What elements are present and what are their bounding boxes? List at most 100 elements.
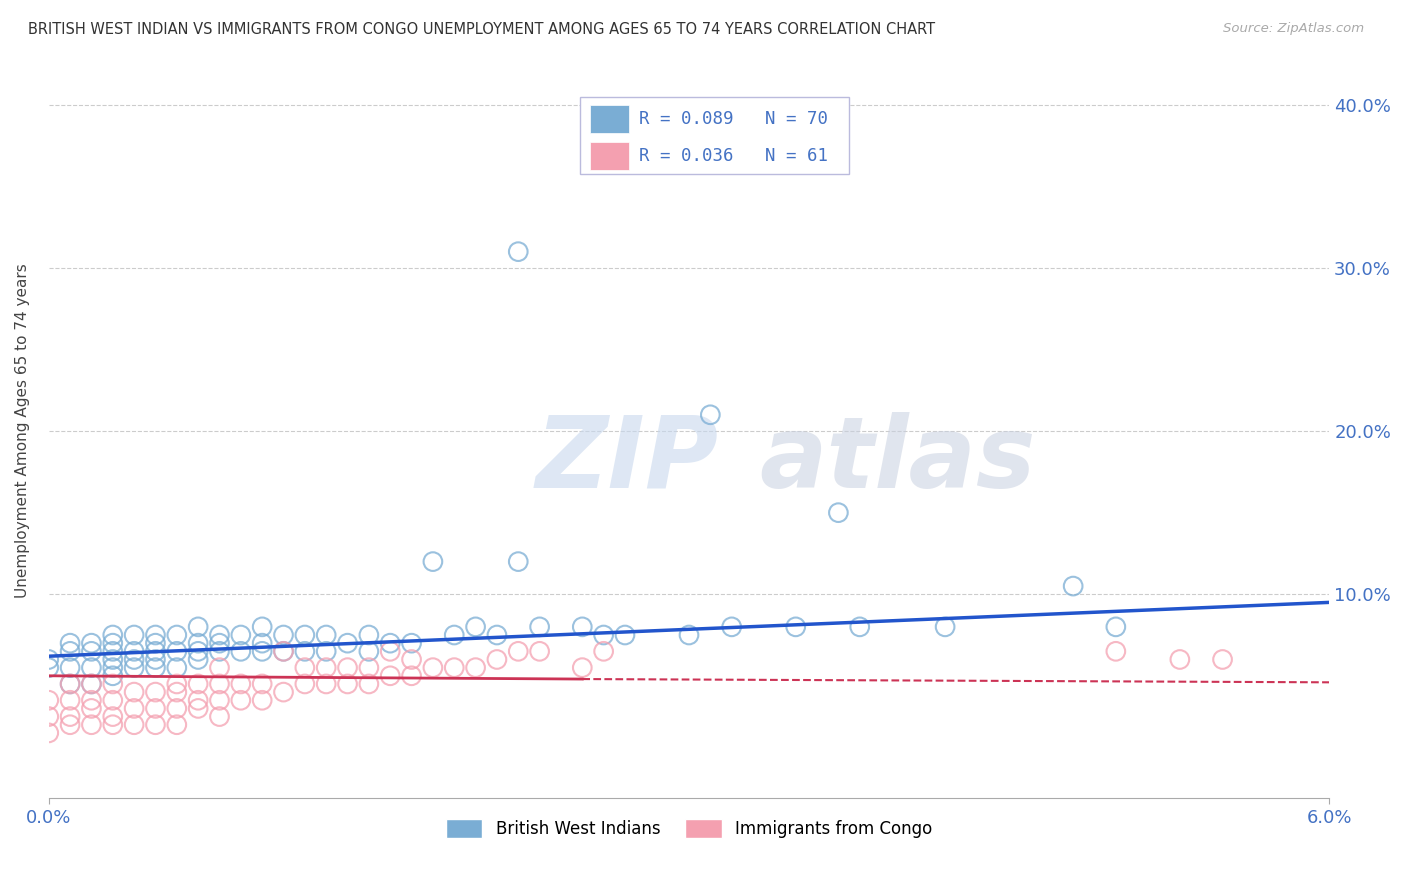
Point [187,701,209,715]
Point [38,726,60,740]
Point [122,685,145,699]
Point [443,628,465,642]
Text: BRITISH WEST INDIAN VS IMMIGRANTS FROM CONGO UNEMPLOYMENT AMONG AGES 65 TO 74 YE: BRITISH WEST INDIAN VS IMMIGRANTS FROM C… [28,22,935,37]
Point [229,628,252,642]
Point [101,652,124,666]
Point [380,669,402,683]
Point [208,709,231,723]
Point [401,669,423,683]
Point [273,628,295,642]
Point [122,701,145,715]
Point [294,628,316,642]
FancyBboxPatch shape [581,97,849,174]
Point [785,620,807,634]
Point [380,644,402,658]
Point [229,693,252,707]
Point [508,644,530,658]
Point [187,636,209,650]
Point [250,693,273,707]
Point [101,693,124,707]
Point [529,644,551,658]
Point [187,693,209,707]
Point [357,628,380,642]
Point [485,652,508,666]
Point [38,709,60,723]
Point [827,506,849,520]
Point [187,652,209,666]
Point [101,628,124,642]
Point [166,677,188,691]
Point [273,644,295,658]
Point [464,620,486,634]
Point [294,644,316,658]
Point [59,677,82,691]
Point [101,669,124,683]
Point [1062,579,1084,593]
Point [229,677,252,691]
Point [315,677,337,691]
Point [699,408,721,422]
Point [315,628,337,642]
Point [101,677,124,691]
Point [614,628,637,642]
Point [592,644,614,658]
Text: Source: ZipAtlas.com: Source: ZipAtlas.com [1223,22,1364,36]
Point [122,660,145,674]
Point [208,677,231,691]
Point [59,717,82,731]
Point [357,677,380,691]
Point [208,644,231,658]
Point [122,717,145,731]
Point [38,693,60,707]
Point [208,628,231,642]
Point [38,660,60,674]
Y-axis label: Unemployment Among Ages 65 to 74 years: Unemployment Among Ages 65 to 74 years [15,264,30,599]
Point [315,660,337,674]
Point [166,644,188,658]
FancyBboxPatch shape [591,105,628,133]
Point [380,636,402,650]
Point [122,652,145,666]
Point [422,555,444,569]
Point [571,660,593,674]
Point [464,660,486,674]
Point [59,693,82,707]
Point [250,636,273,650]
Point [187,644,209,658]
Point [80,660,103,674]
Point [571,620,593,634]
Point [59,677,82,691]
Point [315,644,337,658]
Point [294,660,316,674]
Point [1105,644,1128,658]
FancyBboxPatch shape [591,142,628,169]
Point [208,636,231,650]
Point [145,628,167,642]
Point [336,660,359,674]
Point [80,677,103,691]
Point [80,701,103,715]
Point [443,660,465,674]
Point [401,636,423,650]
Point [166,685,188,699]
Point [59,709,82,723]
Point [422,660,444,674]
Point [145,701,167,715]
Point [122,628,145,642]
Point [336,677,359,691]
Point [250,620,273,634]
Point [401,652,423,666]
Point [357,660,380,674]
Point [336,636,359,650]
Point [101,636,124,650]
Point [80,717,103,731]
Point [187,677,209,691]
Point [187,620,209,634]
Point [101,644,124,658]
Point [250,677,273,691]
Point [59,644,82,658]
Point [101,709,124,723]
Point [1168,652,1191,666]
Point [273,685,295,699]
Point [166,628,188,642]
